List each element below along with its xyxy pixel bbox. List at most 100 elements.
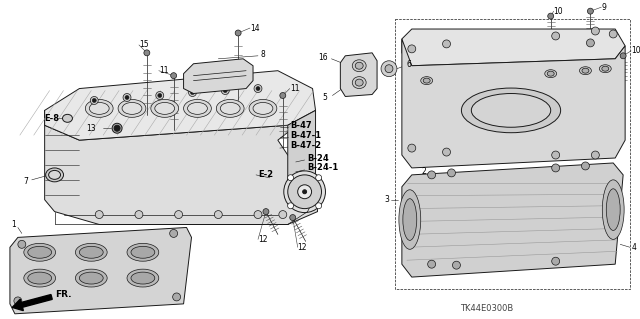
Circle shape	[171, 73, 177, 78]
Circle shape	[588, 8, 593, 14]
Text: 11: 11	[159, 66, 168, 75]
Text: 3: 3	[384, 195, 389, 204]
Ellipse shape	[423, 78, 430, 83]
Ellipse shape	[288, 175, 321, 209]
Circle shape	[173, 293, 180, 301]
Polygon shape	[184, 59, 253, 93]
Circle shape	[316, 175, 322, 181]
Circle shape	[303, 190, 307, 194]
Text: B-47: B-47	[291, 121, 312, 130]
Circle shape	[14, 297, 22, 305]
Text: B-24: B-24	[308, 153, 330, 162]
Ellipse shape	[184, 100, 211, 117]
Circle shape	[452, 261, 460, 269]
Ellipse shape	[602, 66, 609, 71]
Circle shape	[90, 96, 98, 104]
Polygon shape	[340, 53, 377, 96]
Circle shape	[95, 211, 103, 219]
Text: 14: 14	[250, 24, 260, 33]
Ellipse shape	[112, 123, 122, 133]
Text: 4: 4	[632, 243, 637, 252]
Circle shape	[287, 203, 294, 209]
Circle shape	[123, 93, 131, 101]
Text: 7: 7	[23, 177, 28, 186]
Circle shape	[408, 144, 416, 152]
Ellipse shape	[76, 269, 107, 287]
Ellipse shape	[122, 102, 142, 114]
Circle shape	[548, 13, 554, 19]
Circle shape	[442, 40, 451, 48]
Text: 11: 11	[290, 84, 300, 93]
Circle shape	[316, 203, 322, 209]
Circle shape	[408, 45, 416, 53]
Circle shape	[189, 89, 196, 96]
FancyArrow shape	[12, 294, 52, 311]
Circle shape	[92, 99, 96, 102]
Ellipse shape	[188, 102, 207, 114]
Ellipse shape	[253, 102, 273, 114]
Polygon shape	[10, 227, 191, 314]
Polygon shape	[402, 39, 625, 168]
Circle shape	[221, 86, 229, 94]
Text: 6: 6	[407, 60, 412, 69]
Circle shape	[586, 39, 595, 47]
Ellipse shape	[249, 100, 277, 117]
Circle shape	[254, 211, 262, 219]
Ellipse shape	[355, 79, 363, 86]
Polygon shape	[402, 29, 625, 66]
Circle shape	[447, 169, 456, 177]
Ellipse shape	[220, 102, 240, 114]
Circle shape	[287, 175, 294, 181]
Ellipse shape	[79, 246, 103, 258]
Ellipse shape	[284, 171, 326, 212]
Ellipse shape	[90, 102, 109, 114]
Text: 16: 16	[318, 53, 328, 62]
Ellipse shape	[461, 88, 561, 133]
Circle shape	[214, 211, 222, 219]
Text: 10: 10	[554, 7, 563, 16]
Ellipse shape	[127, 243, 159, 261]
Ellipse shape	[420, 77, 433, 85]
Ellipse shape	[216, 100, 244, 117]
Circle shape	[552, 151, 559, 159]
Text: B-47-1: B-47-1	[291, 131, 322, 140]
Circle shape	[552, 257, 559, 265]
Ellipse shape	[28, 272, 52, 284]
Ellipse shape	[24, 243, 56, 261]
Circle shape	[552, 32, 559, 40]
Text: E-8: E-8	[45, 114, 60, 123]
Text: B-47-2: B-47-2	[291, 141, 322, 150]
Text: TK44E0300B: TK44E0300B	[460, 304, 513, 313]
Circle shape	[442, 148, 451, 156]
Ellipse shape	[151, 100, 179, 117]
Circle shape	[620, 53, 626, 59]
Ellipse shape	[352, 77, 366, 89]
Text: 13: 13	[86, 124, 96, 133]
Ellipse shape	[127, 269, 159, 287]
Text: 8: 8	[261, 50, 266, 59]
Text: E-2: E-2	[258, 170, 273, 179]
Text: FR.: FR.	[56, 290, 72, 300]
Circle shape	[156, 92, 164, 100]
Circle shape	[552, 164, 559, 172]
Circle shape	[591, 27, 599, 35]
Circle shape	[609, 30, 617, 38]
Circle shape	[114, 125, 120, 131]
Ellipse shape	[352, 60, 366, 72]
Ellipse shape	[49, 170, 61, 179]
Ellipse shape	[399, 190, 420, 249]
Circle shape	[428, 260, 436, 268]
Circle shape	[235, 30, 241, 36]
Circle shape	[175, 211, 182, 219]
Circle shape	[125, 95, 129, 100]
Ellipse shape	[403, 199, 417, 241]
Circle shape	[280, 93, 286, 99]
Ellipse shape	[45, 168, 63, 182]
Text: 12: 12	[298, 243, 307, 252]
Ellipse shape	[155, 102, 175, 114]
Circle shape	[290, 215, 296, 220]
Ellipse shape	[471, 93, 550, 127]
Polygon shape	[45, 110, 317, 225]
Circle shape	[279, 211, 287, 219]
Ellipse shape	[63, 114, 72, 122]
